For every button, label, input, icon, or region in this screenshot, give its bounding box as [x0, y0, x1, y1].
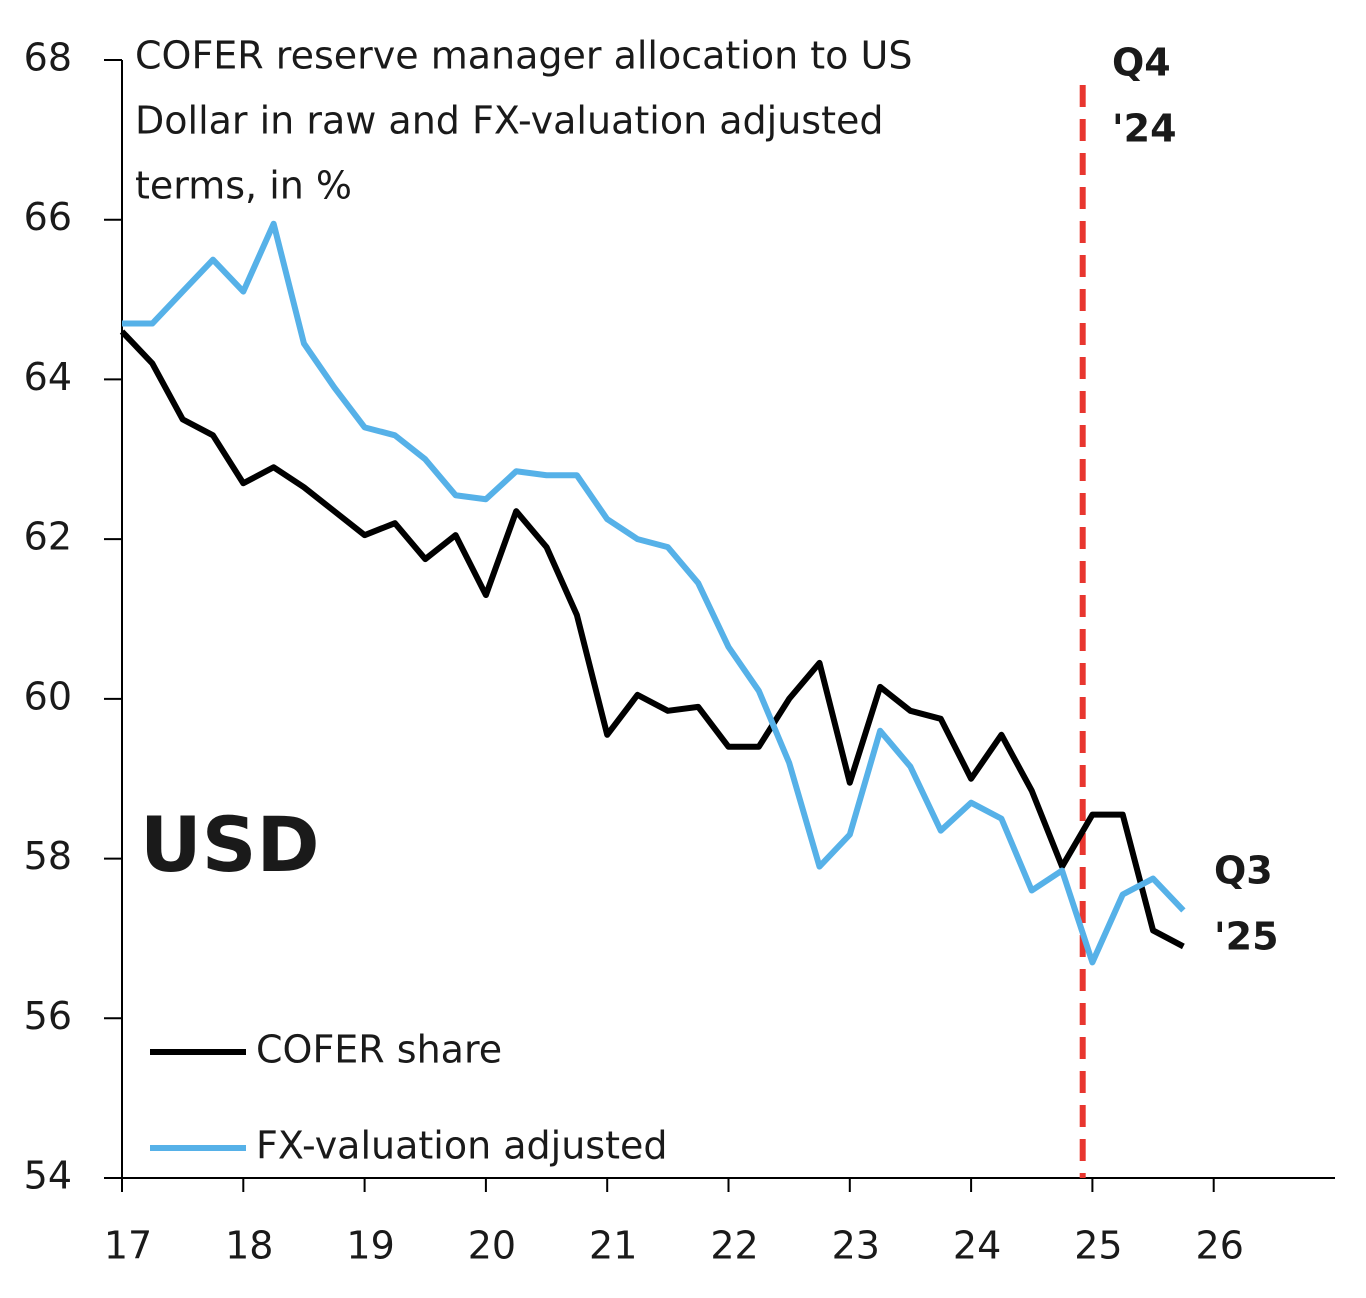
x-tick-label: 25 [1074, 1224, 1122, 1268]
y-tick-label: 60 [24, 674, 72, 718]
x-tick-label: 20 [468, 1224, 516, 1268]
annotation: Q4 [1112, 41, 1171, 85]
line-series [122, 220, 1186, 966]
y-tick-label: 56 [24, 994, 72, 1038]
legend-label: FX-valuation adjusted [256, 1124, 668, 1168]
y-tick-label: 54 [24, 1154, 72, 1198]
annotation: '25 [1214, 915, 1279, 959]
line-series [119, 329, 1185, 950]
y-tick-label: 66 [24, 195, 72, 239]
y-tick-label: 58 [24, 834, 72, 878]
y-tick-label: 64 [24, 355, 72, 399]
x-tick-label: 22 [710, 1224, 758, 1268]
chart-title: COFER reserve manager allocation to US [135, 34, 912, 78]
y-tick-label: 62 [24, 515, 72, 559]
x-tick-label: 19 [346, 1224, 394, 1268]
x-tick-label: 18 [225, 1224, 273, 1268]
annotation: Q3 [1214, 849, 1273, 893]
x-tick-label: 24 [953, 1224, 1001, 1268]
x-tick-label: 21 [589, 1224, 637, 1268]
x-tick-label: 23 [832, 1224, 880, 1268]
x-tick-label: 26 [1196, 1224, 1244, 1268]
legend-label: COFER share [256, 1028, 502, 1072]
chart-title: terms, in % [135, 164, 352, 208]
chart-title: Dollar in raw and FX-valuation adjusted [135, 99, 883, 143]
x-tick-label: 17 [104, 1224, 152, 1268]
annotation: '24 [1112, 107, 1177, 151]
annotation: USD [140, 800, 320, 889]
y-tick-label: 68 [24, 36, 72, 80]
